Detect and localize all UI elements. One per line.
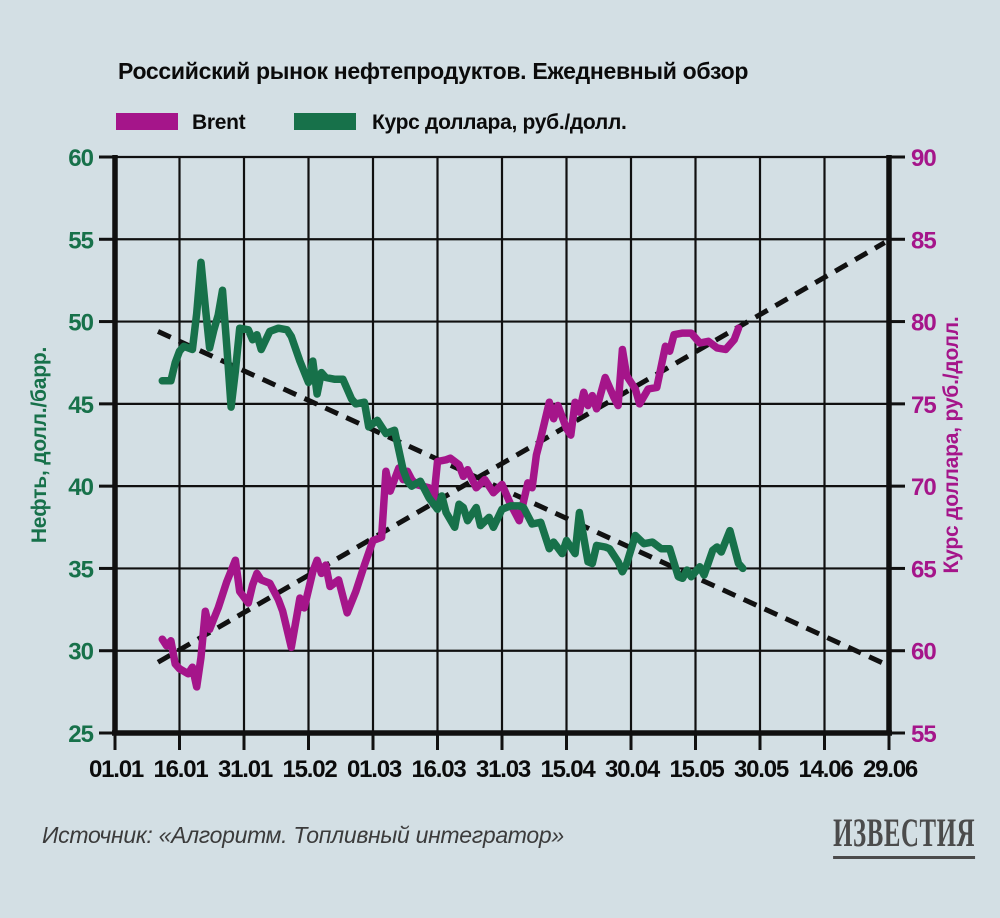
y-tick-label-right: 55 bbox=[911, 721, 936, 748]
x-tick-label: 01.01 bbox=[89, 756, 144, 783]
legend-label-brent: Brent bbox=[192, 111, 246, 134]
y-tick-label-right: 75 bbox=[911, 392, 936, 419]
y-tick-label-right: 85 bbox=[911, 227, 936, 254]
x-tick-label: 15.02 bbox=[282, 756, 337, 783]
x-tick-label: 01.03 bbox=[347, 756, 402, 783]
x-tick-label: 15.04 bbox=[540, 756, 596, 783]
x-tick-label: 15.05 bbox=[669, 756, 724, 783]
y-tick-label-left: 30 bbox=[68, 639, 93, 666]
page-title: Российский рынок нефтепродуктов. Ежеднев… bbox=[118, 58, 749, 84]
brent-trend-line bbox=[156, 240, 886, 665]
y-tick-label-right: 90 bbox=[911, 145, 936, 172]
y-tick-label-left: 40 bbox=[68, 474, 93, 501]
y-tick-label-left: 50 bbox=[68, 310, 93, 337]
usd-rate-line bbox=[158, 258, 747, 583]
izvestia-logo: ИЗВЕСТИЯ bbox=[832, 812, 975, 859]
y-tick-label-right: 60 bbox=[911, 639, 936, 666]
x-tick-label: 30.05 bbox=[734, 756, 789, 783]
right-axis-title: Курс доллара, руб./долл. bbox=[940, 317, 963, 574]
y-tick-label-left: 60 bbox=[68, 145, 93, 172]
chart-canvas: 01.01 16.01 31.01 15.02 01.03 16.03 31.03 15.04… bbox=[28, 145, 963, 783]
y-tick-label-left: 25 bbox=[68, 721, 93, 748]
legend-label-usd: Курс доллара, руб./долл. bbox=[372, 111, 627, 134]
source-credit: Источник: «Алгоритм. Топливный интеграто… bbox=[42, 822, 564, 848]
x-tick-label: 31.03 bbox=[476, 756, 531, 783]
y-tick-label-right: 80 bbox=[911, 310, 936, 337]
y-tick-label-right: 65 bbox=[911, 556, 936, 583]
x-tick-label: 16.03 bbox=[411, 756, 466, 783]
x-tick-label: 31.01 bbox=[218, 756, 273, 783]
y-tick-label-left: 45 bbox=[68, 392, 93, 419]
x-tick-label: 16.01 bbox=[153, 756, 208, 783]
y-tick-label-left: 35 bbox=[68, 556, 93, 583]
brent-line bbox=[158, 324, 743, 691]
x-tick-label: 30.04 bbox=[605, 756, 661, 783]
legend-swatch-brent bbox=[116, 113, 178, 130]
left-axis-title: Нефть, долл./барр. bbox=[28, 347, 51, 543]
x-tick-label: 29.06 bbox=[863, 756, 918, 783]
y-tick-label-left: 55 bbox=[68, 227, 93, 254]
legend-swatch-usd bbox=[294, 113, 356, 130]
x-tick-label: 14.06 bbox=[798, 756, 853, 783]
y-tick-label-right: 70 bbox=[911, 474, 936, 501]
